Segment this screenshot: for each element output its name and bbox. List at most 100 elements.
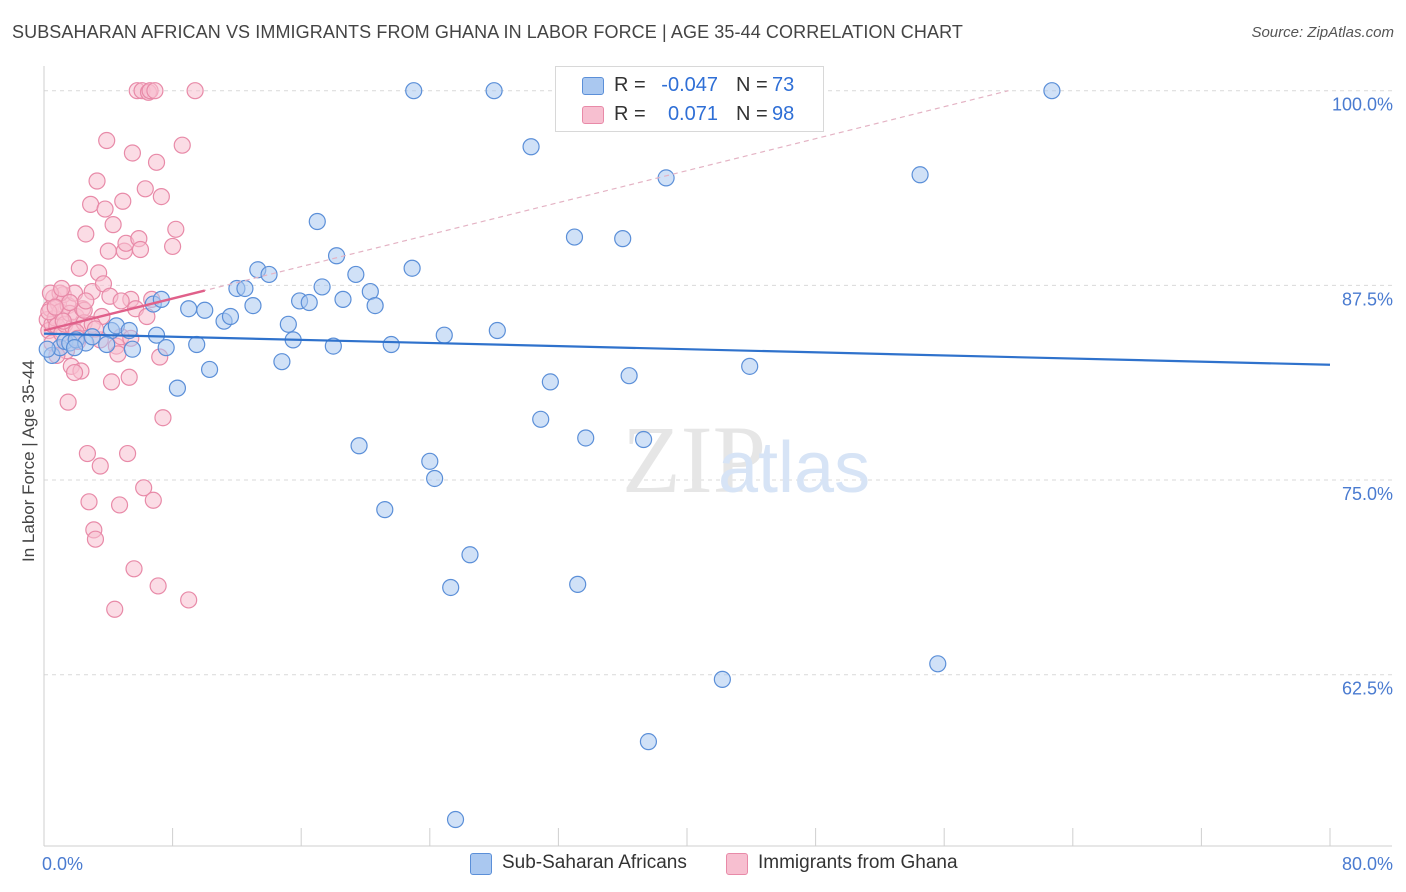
x-tick-label-min: 0.0% — [42, 854, 83, 874]
ghana-point — [180, 591, 198, 609]
watermark-zip: ZIP — [622, 406, 766, 513]
subsaharan-point — [1043, 82, 1061, 100]
x-tick-label-max: 80.0% — [1342, 854, 1393, 874]
subsaharan-point — [929, 655, 947, 673]
subsaharan-point — [446, 810, 465, 829]
axes — [43, 66, 1392, 847]
subsaharan-point — [376, 501, 394, 519]
subsaharan-point — [38, 340, 56, 358]
subsaharan-point — [200, 360, 219, 379]
ghana-point — [65, 363, 84, 382]
chart-title: SUBSAHARAN AFRICAN VS IMMIGRANTS FROM GH… — [12, 22, 963, 42]
legend-row-subsaharan: R = -0.047 N = 73 — [556, 71, 823, 101]
ghana-point — [88, 172, 106, 190]
ghana-point — [98, 131, 116, 150]
subsaharan-point — [421, 452, 439, 470]
ghana-point — [167, 220, 185, 238]
subsaharan-point — [308, 212, 326, 231]
legend-row-ghana: R = 0.071 N = 98 — [556, 100, 823, 130]
ghana-point — [112, 292, 130, 310]
subsaharan-point — [273, 353, 291, 371]
subsaharan-point — [196, 301, 214, 319]
ghana-point — [77, 292, 95, 310]
ghana-point — [110, 496, 129, 514]
r-label: R = — [614, 74, 646, 96]
subsaharan-point — [236, 279, 254, 298]
subsaharan-point — [382, 335, 400, 354]
subsaharan-point — [168, 379, 187, 397]
ghana-point — [59, 393, 77, 411]
ghana-point — [125, 560, 143, 578]
ghana-point — [152, 187, 170, 206]
subsaharan-point — [324, 337, 342, 355]
ghana-point — [123, 144, 142, 162]
subsaharan-point — [639, 733, 658, 751]
ghana-point — [114, 192, 132, 210]
ghana-point — [154, 409, 172, 427]
ghana-point — [61, 293, 79, 312]
subsaharan-point — [83, 328, 101, 346]
pink-swatch-icon — [726, 853, 748, 875]
subsaharan-point — [300, 293, 318, 312]
n-label: N = — [736, 103, 768, 125]
subsaharan-point — [313, 278, 331, 296]
subsaharan-point — [713, 670, 731, 688]
blue-swatch-icon — [470, 853, 492, 875]
subsaharan-point — [569, 575, 587, 593]
subsaharan-point — [634, 430, 653, 449]
y-axis-title: In Labor Force | Age 35-44 — [19, 360, 38, 562]
ghana-point — [118, 444, 137, 463]
source-note: Source: ZipAtlas.com — [1251, 24, 1394, 41]
subsaharan-point — [350, 437, 368, 455]
subsaharan-point — [532, 410, 550, 428]
ghana-point — [147, 153, 166, 171]
ghana-point — [70, 259, 88, 277]
subsaharan-point — [260, 265, 278, 284]
ghana-point — [131, 240, 150, 259]
y-tick-label: 75.0% — [1342, 484, 1393, 504]
ghana-point — [120, 368, 138, 386]
ghana-point — [186, 82, 204, 100]
ghana-point — [136, 180, 154, 198]
pink-swatch-icon — [582, 106, 604, 124]
ghana-point — [102, 373, 121, 391]
y-tick-label: 87.5% — [1342, 289, 1393, 309]
subsaharan-point — [123, 340, 142, 358]
trend-lines — [43, 90, 1331, 366]
y-tick-label: 100.0% — [1332, 95, 1393, 115]
ghana-point — [144, 491, 162, 509]
ghana-point — [46, 298, 64, 316]
subsaharan-point — [541, 373, 559, 391]
subsaharan-point — [565, 228, 584, 246]
subsaharan-point — [347, 265, 365, 284]
subsaharan-point — [403, 259, 421, 277]
subsaharan-point — [488, 321, 506, 340]
correlation-legend: R = -0.047 N = 73 R = 0.071 N = 98 — [555, 66, 824, 132]
subsaharan-point — [657, 169, 675, 187]
r-value: -0.047 — [661, 74, 718, 96]
subsaharan-point — [911, 166, 929, 184]
n-label: N = — [736, 74, 768, 96]
r-value: 0.071 — [667, 103, 718, 125]
subsaharan-trend-line — [43, 332, 1331, 366]
subsaharan-point — [279, 315, 297, 333]
subsaharan-point — [620, 367, 638, 385]
ghana-point — [146, 82, 164, 100]
n-value: 98 — [772, 103, 795, 125]
subsaharan-point — [244, 297, 262, 315]
legend-label: Sub-Saharan Africans — [502, 852, 687, 873]
gridlines — [44, 90, 1392, 676]
subsaharan-point — [426, 469, 444, 488]
ghana-point — [99, 242, 117, 260]
subsaharan-point — [741, 357, 759, 375]
ghana-point — [77, 225, 95, 243]
ghana-point — [135, 479, 153, 497]
ghana-point — [173, 136, 191, 154]
subsaharan-point — [188, 335, 206, 354]
ghana-point — [106, 600, 124, 618]
subsaharan-point — [98, 335, 116, 354]
ghana-point — [104, 216, 122, 234]
subsaharan-point — [221, 307, 240, 326]
subsaharan-points — [38, 82, 1061, 829]
